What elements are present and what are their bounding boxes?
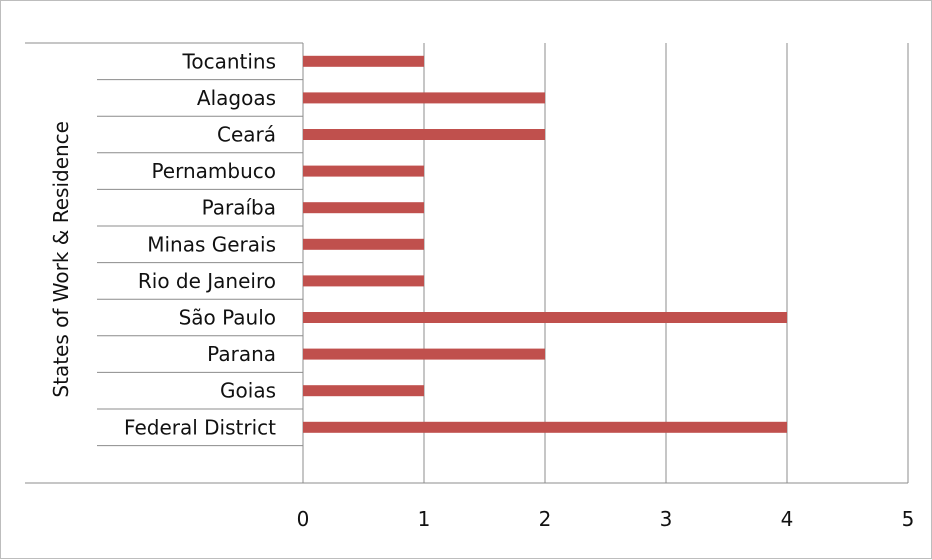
category-label: Minas Gerais [147, 232, 276, 256]
x-tick-label: 5 [902, 507, 915, 531]
category-label: Tocantins [182, 49, 276, 73]
category-label: Ceará [217, 123, 276, 147]
bar-s-o-paulo [303, 312, 787, 323]
y-axis-title: States of Work & Residence [49, 121, 73, 398]
x-tick-label: 4 [781, 507, 794, 531]
bar-tocantins [303, 55, 424, 67]
bar-pernambuco [303, 165, 424, 177]
category-label: Pernambuco [151, 159, 276, 183]
category-label: São Paulo [179, 306, 276, 330]
bar-cear- [303, 129, 545, 140]
x-tick-labels: 0 1 2 3 4 5 [297, 507, 915, 531]
x-tick-label: 3 [660, 507, 673, 531]
bar-rio-de-janeiro [303, 275, 424, 287]
bar-goias [303, 385, 424, 397]
bar-layer [303, 55, 787, 433]
category-label: Parana [207, 342, 276, 366]
x-tick-label: 2 [539, 507, 552, 531]
bar-alagoas [303, 92, 545, 104]
category-label: Federal District [124, 415, 276, 439]
x-tick-label: 0 [297, 507, 310, 531]
bar-minas-gerais [303, 238, 424, 250]
bar-para-ba [303, 202, 424, 214]
bar-federal-district [303, 421, 787, 433]
x-tick-label: 1 [418, 507, 431, 531]
category-label: Rio de Janeiro [138, 269, 276, 293]
category-label: Goias [220, 379, 276, 403]
grid-layer [25, 42, 909, 484]
category-label: Alagoas [197, 86, 276, 110]
category-labels: Tocantins Alagoas Ceará Pernambuco Paraíba Mi… [124, 49, 276, 439]
bar-parana [303, 348, 545, 360]
category-label: Paraíba [202, 196, 276, 220]
